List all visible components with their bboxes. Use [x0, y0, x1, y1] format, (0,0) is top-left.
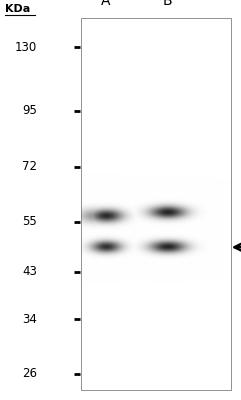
- Text: KDa: KDa: [5, 4, 30, 14]
- Text: 130: 130: [15, 40, 37, 54]
- Bar: [81, 18, 231, 390]
- Bar: [81, 0, 231, 18]
- Text: B: B: [163, 0, 172, 8]
- Text: 34: 34: [22, 313, 37, 326]
- Text: 43: 43: [22, 265, 37, 278]
- Bar: [81, 18, 231, 390]
- Text: 72: 72: [22, 160, 37, 174]
- Text: A: A: [101, 0, 111, 8]
- Bar: [231, 0, 241, 400]
- Text: 95: 95: [22, 104, 37, 117]
- Bar: [81, 390, 231, 400]
- Text: 26: 26: [22, 367, 37, 380]
- Text: 55: 55: [23, 215, 37, 228]
- Bar: [0, 0, 81, 400]
